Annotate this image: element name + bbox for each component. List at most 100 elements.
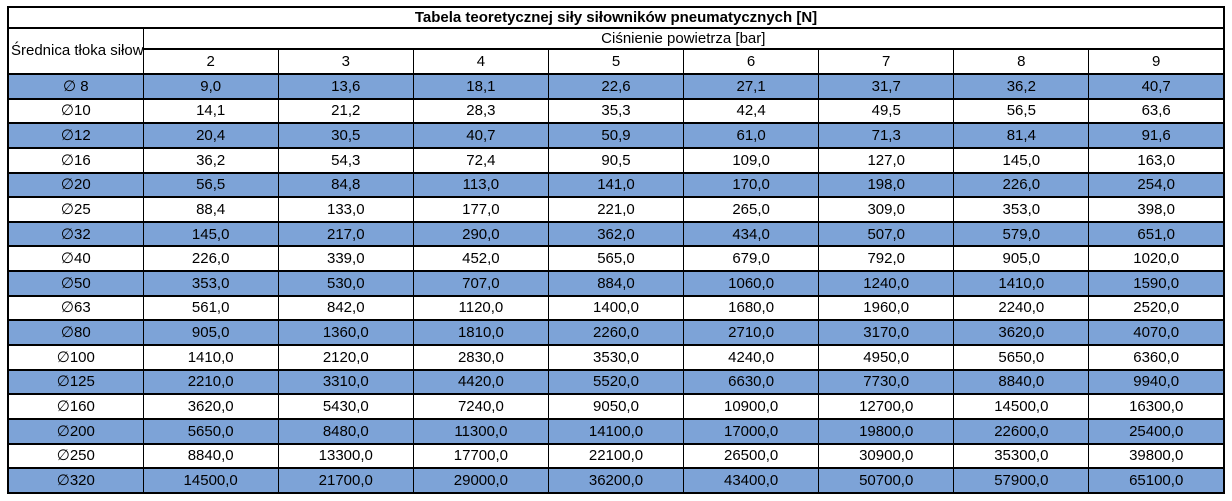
force-cell: 141,0 [547, 171, 685, 199]
title-row: Tabela teoretycznej siły siłowników pneu… [7, 6, 1225, 29]
force-cell: 22600,0 [953, 417, 1090, 445]
force-cell: 177,0 [412, 196, 549, 223]
diameter-cell: ∅12 [7, 122, 144, 149]
force-cell: 40,7 [1088, 73, 1225, 100]
diameter-column-header: Średnica tłoka siłownika [7, 27, 144, 75]
force-cell: 71,3 [818, 122, 955, 149]
diameter-cell: ∅125 [7, 368, 144, 396]
force-cell: 530,0 [277, 270, 414, 297]
force-cell: 1240,0 [818, 270, 955, 297]
force-cell: 507,0 [818, 220, 955, 248]
force-cell: 170,0 [683, 171, 820, 199]
force-cell: 36,2 [953, 73, 1090, 100]
force-cell: 353,0 [953, 196, 1090, 223]
force-cell: 26500,0 [683, 442, 820, 470]
force-cell: 13300,0 [277, 442, 414, 470]
force-cell: 81,4 [953, 122, 1090, 149]
force-cell: 14500,0 [142, 467, 279, 494]
force-cell: 39800,0 [1088, 442, 1225, 470]
force-cell: 3620,0 [953, 319, 1090, 347]
force-cell: 4070,0 [1088, 319, 1225, 347]
diameter-cell: ∅200 [7, 417, 144, 445]
force-cell: 42,4 [683, 97, 820, 125]
force-cell: 133,0 [277, 196, 414, 223]
force-cell: 36200,0 [547, 467, 685, 494]
force-cell: 339,0 [277, 245, 414, 273]
pressure-col-header: 8 [953, 48, 1090, 75]
force-cell: 8840,0 [953, 368, 1090, 396]
force-cell: 20,4 [142, 122, 279, 149]
force-cell: 1400,0 [547, 294, 685, 322]
force-cell: 50700,0 [818, 467, 955, 494]
force-cell: 217,0 [277, 220, 414, 248]
force-cell: 565,0 [547, 245, 685, 273]
force-cell: 792,0 [818, 245, 955, 273]
force-cell: 145,0 [953, 146, 1090, 174]
force-cell: 452,0 [412, 245, 549, 273]
table-row: ∅40 226,0 339,0 452,0 565,0 679,0 792,0 905,0 10… [7, 245, 1225, 273]
force-cell: 353,0 [142, 270, 279, 297]
force-cell: 6630,0 [683, 368, 820, 396]
force-cell: 4420,0 [412, 368, 549, 396]
table-row: ∅16 36,2 54,3 72,4 90,5 109,0 127,0 145,0 163,0 [7, 146, 1225, 174]
diameter-cell: ∅80 [7, 319, 144, 347]
force-cell: 8480,0 [277, 417, 414, 445]
table-row: ∅12 20,4 30,5 40,7 50,9 61,0 71,3 81,4 91,6 [7, 122, 1225, 149]
force-cell: 72,4 [412, 146, 549, 174]
force-cell: 1960,0 [818, 294, 955, 322]
force-cell: 8840,0 [142, 442, 279, 470]
table-row: ∅ 8 9,0 13,6 18,1 22,6 27,1 31,7 36,2 40,7 [7, 73, 1225, 100]
force-cell: 35,3 [547, 97, 685, 125]
force-cell: 6360,0 [1088, 344, 1225, 371]
force-cell: 265,0 [683, 196, 820, 223]
diameter-cell: ∅320 [7, 467, 144, 494]
force-cell: 18,1 [412, 73, 549, 100]
table-row: ∅160 3620,0 5430,0 7240,0 9050,0 10900,0 12700… [7, 393, 1225, 420]
force-cell: 113,0 [412, 171, 549, 199]
force-cell: 1590,0 [1088, 270, 1225, 297]
pressure-col-header: 4 [412, 48, 549, 75]
group-header-row: Średnica tłoka siłownika Ciśnienie powie… [7, 27, 1225, 75]
force-cell: 17700,0 [412, 442, 549, 470]
force-cell: 5430,0 [277, 393, 414, 420]
force-cell: 5650,0 [953, 344, 1090, 371]
table-row: ∅50 353,0 530,0 707,0 884,0 1060,0 1240,0 1410,… [7, 270, 1225, 297]
force-cell: 29000,0 [412, 467, 549, 494]
force-cell: 2120,0 [277, 344, 414, 371]
pressure-col-header: 5 [547, 48, 685, 75]
force-cell: 7240,0 [412, 393, 549, 420]
force-cell: 905,0 [953, 245, 1090, 273]
diameter-cell: ∅16 [7, 146, 144, 174]
table-row: ∅320 14500,0 21700,0 29000,0 36200,0 43400,0 5… [7, 467, 1225, 494]
force-cell: 17000,0 [683, 417, 820, 445]
force-cell: 1410,0 [142, 344, 279, 371]
force-cell: 88,4 [142, 196, 279, 223]
force-cell: 19800,0 [818, 417, 955, 445]
force-cell: 14,1 [142, 97, 279, 125]
force-cell: 434,0 [683, 220, 820, 248]
force-cell: 905,0 [142, 319, 279, 347]
force-cell: 84,8 [277, 171, 414, 199]
force-cell: 2830,0 [412, 344, 549, 371]
pressure-col-header: 2 [142, 48, 279, 75]
force-cell: 398,0 [1088, 196, 1225, 223]
table-row: ∅32 145,0 217,0 290,0 362,0 434,0 507,0 579,0 65… [7, 220, 1225, 248]
force-cell: 561,0 [142, 294, 279, 322]
force-cell: 10900,0 [683, 393, 820, 420]
force-cell: 679,0 [683, 245, 820, 273]
force-cell: 9940,0 [1088, 368, 1225, 396]
force-cell: 2240,0 [953, 294, 1090, 322]
force-cell: 1120,0 [412, 294, 549, 322]
force-cell: 63,6 [1088, 97, 1225, 125]
force-cell: 707,0 [412, 270, 549, 297]
pressure-col-header: 3 [277, 48, 414, 75]
force-cell: 57900,0 [953, 467, 1090, 494]
force-cell: 56,5 [142, 171, 279, 199]
table-title: Tabela teoretycznej siły siłowników pneu… [7, 6, 1225, 29]
table-row: ∅250 8840,0 13300,0 17700,0 22100,0 26500,0 30… [7, 442, 1225, 470]
table-row: ∅10 14,1 21,2 28,3 35,3 42,4 49,5 56,5 63,6 [7, 97, 1225, 125]
force-cell: 9,0 [142, 73, 279, 100]
table-row: ∅200 5650,0 8480,0 11300,0 14100,0 17000,0 198… [7, 417, 1225, 445]
